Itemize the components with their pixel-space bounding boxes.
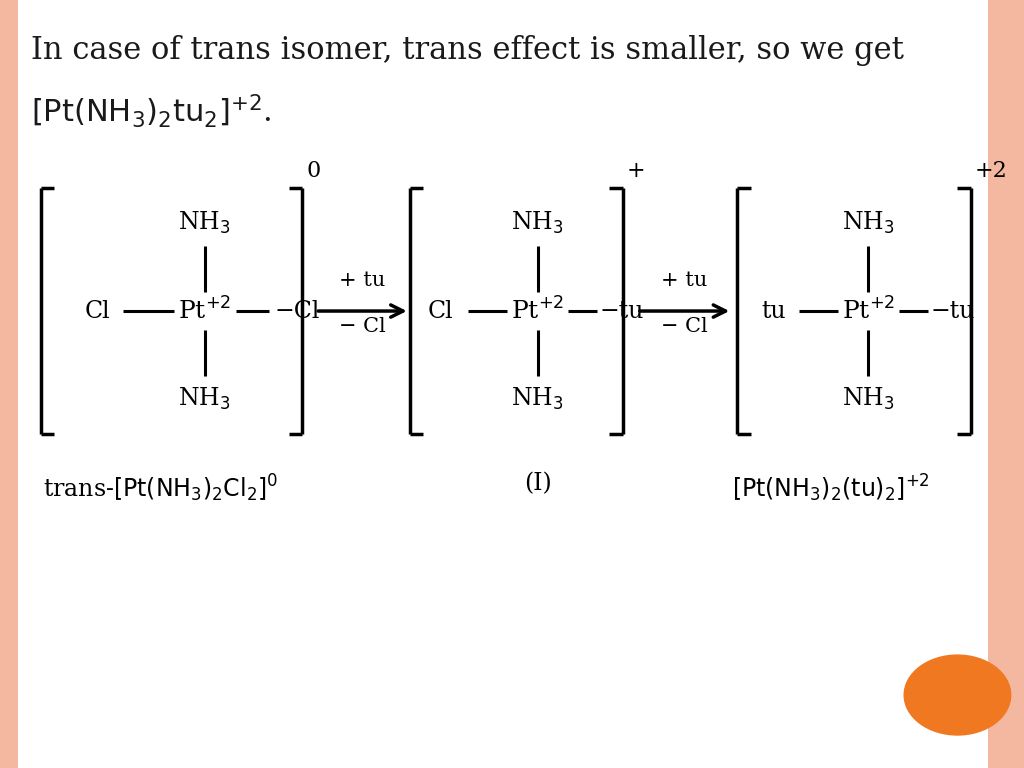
FancyBboxPatch shape: [988, 0, 1024, 768]
Text: NH$_3$: NH$_3$: [511, 210, 564, 236]
Text: Pt$^{+2}$: Pt$^{+2}$: [511, 297, 564, 325]
Text: − Cl: − Cl: [662, 317, 708, 336]
Text: NH$_3$: NH$_3$: [842, 210, 895, 236]
Text: $\mathrm{[Pt(NH_3)_2tu_2]^{+2}}$.: $\mathrm{[Pt(NH_3)_2tu_2]^{+2}}$.: [31, 92, 271, 130]
Text: NH$_3$: NH$_3$: [842, 386, 895, 412]
FancyBboxPatch shape: [0, 0, 18, 768]
Text: NH$_3$: NH$_3$: [511, 386, 564, 412]
Text: tu: tu: [762, 300, 786, 323]
Text: NH$_3$: NH$_3$: [178, 386, 231, 412]
Text: (I): (I): [523, 472, 552, 495]
Text: Pt$^{+2}$: Pt$^{+2}$: [178, 297, 231, 325]
Text: − Cl: − Cl: [339, 317, 386, 336]
Text: +: +: [627, 160, 645, 182]
Text: Pt$^{+2}$: Pt$^{+2}$: [842, 297, 895, 325]
Circle shape: [904, 655, 1011, 735]
Text: 0: 0: [306, 160, 321, 182]
Text: −Cl: −Cl: [274, 300, 319, 323]
Text: +2: +2: [975, 160, 1008, 182]
Text: trans-$\mathrm{[Pt(NH_3)_2Cl_2]^0}$: trans-$\mathrm{[Pt(NH_3)_2Cl_2]^0}$: [43, 472, 279, 504]
Text: + tu: + tu: [339, 271, 386, 290]
Text: Cl: Cl: [427, 300, 454, 323]
Text: In case of trans isomer, trans effect is smaller, so we get: In case of trans isomer, trans effect is…: [31, 35, 903, 65]
Text: $\mathrm{[Pt(NH_3)_2(tu)_2]^{+2}}$: $\mathrm{[Pt(NH_3)_2(tu)_2]^{+2}}$: [732, 472, 930, 504]
Text: −tu: −tu: [930, 300, 975, 323]
Text: + tu: + tu: [662, 271, 708, 290]
Text: Cl: Cl: [84, 300, 111, 323]
Text: NH$_3$: NH$_3$: [178, 210, 231, 236]
Text: −tu: −tu: [599, 300, 644, 323]
